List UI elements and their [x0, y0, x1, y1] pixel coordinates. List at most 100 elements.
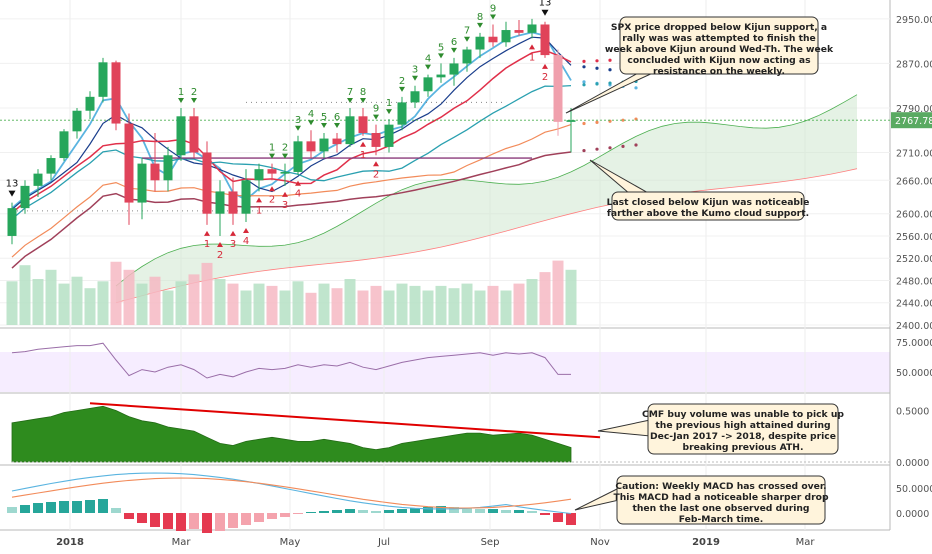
macd-histogram-bar	[462, 508, 472, 513]
td-buy-arrow	[347, 97, 353, 103]
td-count-label: 1	[256, 205, 262, 216]
current-price-badge	[891, 112, 932, 129]
candle-body	[345, 116, 355, 145]
annotation-box	[647, 403, 839, 455]
volume-bar	[240, 290, 252, 325]
td-count-label: 3	[412, 65, 418, 76]
time-tick-label: Sep	[481, 537, 500, 548]
annotation-pointer	[597, 419, 651, 437]
volume-bar	[97, 281, 109, 325]
candle-body	[254, 169, 264, 181]
volume-bar	[357, 290, 369, 325]
td-count-label: 5	[438, 42, 444, 53]
price-tick-label: 2660.00	[896, 176, 932, 187]
annotation-text: SPX price dropped below Kijun support, a	[611, 22, 827, 33]
candle-body	[332, 138, 342, 145]
cmf-trendline	[89, 402, 601, 439]
time-axis: 2018 Mar May Jul Sep Nov 2019 Mar	[56, 537, 815, 548]
tenkan-line-projection	[634, 86, 638, 90]
candle-body	[319, 138, 329, 152]
candle-body	[228, 191, 238, 214]
td-count-label: 2	[217, 250, 223, 261]
candles	[7, 18, 576, 245]
candle-body	[215, 191, 225, 214]
td-buy-arrow	[295, 125, 301, 131]
moving-averages	[0, 31, 890, 269]
macd-histogram-bar	[501, 510, 511, 513]
td-count-label: 6	[334, 112, 340, 123]
candle-body	[20, 185, 30, 209]
td-count-label: 3	[282, 200, 288, 211]
macd-histogram-bar	[189, 513, 199, 529]
kumo-cloud-fill	[116, 94, 857, 303]
candle-body	[98, 62, 108, 97]
td-buy-arrow	[490, 14, 496, 20]
volume-bar	[565, 269, 577, 325]
volume-bar	[175, 281, 187, 325]
ma-very-long-projection	[582, 148, 586, 153]
td-count-label: 8	[360, 87, 366, 98]
macd-histogram-bar	[72, 501, 82, 513]
candle-body	[7, 208, 17, 236]
macd-tick-label: 50.0000	[896, 484, 932, 495]
annotation-pointer	[574, 487, 620, 511]
annotation-text: farther above the Kumo cloud support.	[607, 208, 809, 219]
macd-histogram-bar	[254, 513, 264, 522]
td-count-label: 4	[425, 54, 431, 65]
price-tick-label: 2480.00	[896, 276, 932, 287]
macd-histogram-bar	[397, 509, 407, 513]
rsi-panel	[11, 342, 571, 379]
kijun-line-projection	[595, 59, 599, 63]
candle-body	[150, 163, 160, 181]
ma-medium-projection	[608, 81, 612, 85]
td-sell-arrow	[204, 230, 210, 236]
candle-body	[137, 163, 147, 203]
td-count-label: 4	[295, 189, 301, 200]
candle-body	[202, 152, 212, 214]
macd-histogram-bar	[293, 513, 303, 514]
td-buy-arrow	[438, 53, 444, 59]
volume-bar	[396, 283, 408, 325]
macd-histogram-bar	[241, 513, 251, 525]
td-buy-arrow	[451, 47, 457, 53]
volume-bar	[214, 279, 226, 325]
time-tick-label: 2018	[56, 537, 84, 548]
cmf-area	[11, 405, 572, 463]
td-sell-arrow	[269, 186, 275, 192]
rsi-line	[11, 342, 571, 379]
ma-long-projection	[595, 120, 599, 124]
candle-body	[501, 30, 511, 43]
td-count-label: 4	[243, 236, 249, 247]
ma-very-long-projection	[608, 146, 612, 150]
price-tick-label: 2440.00	[896, 299, 932, 310]
td-sell-arrow	[542, 63, 548, 69]
volume-bar	[136, 283, 148, 325]
volume-bar	[19, 265, 31, 325]
candle-body	[384, 124, 394, 147]
candle-body	[397, 102, 407, 125]
ma-very-long-projection	[634, 143, 638, 147]
ma-medium-projection	[582, 83, 586, 87]
macd-histogram-bar	[488, 509, 498, 513]
td-sell-arrow	[282, 191, 288, 197]
volume-bar	[84, 288, 96, 325]
macd-histogram-bar	[527, 511, 537, 513]
macd-histogram-bar	[332, 510, 342, 513]
macd-histogram-bar	[267, 513, 277, 519]
td-sell-arrow	[243, 228, 249, 234]
macd-signal-line	[11, 477, 572, 509]
td-buy-arrow	[412, 75, 418, 81]
macd-histogram-bar	[124, 513, 134, 519]
candle-body	[176, 116, 186, 156]
volume-bar	[71, 276, 83, 325]
annotation-text: Dec-Jan 2017 -> 2018, despite price	[650, 431, 836, 442]
volume-bar	[474, 290, 486, 325]
time-tick-label: Mar	[172, 537, 192, 548]
tenkan-line	[11, 31, 572, 209]
macd-histogram-bar	[33, 503, 43, 513]
td-13-arrow	[541, 9, 549, 16]
volume-bar	[331, 288, 343, 325]
kijun-line	[11, 49, 572, 214]
